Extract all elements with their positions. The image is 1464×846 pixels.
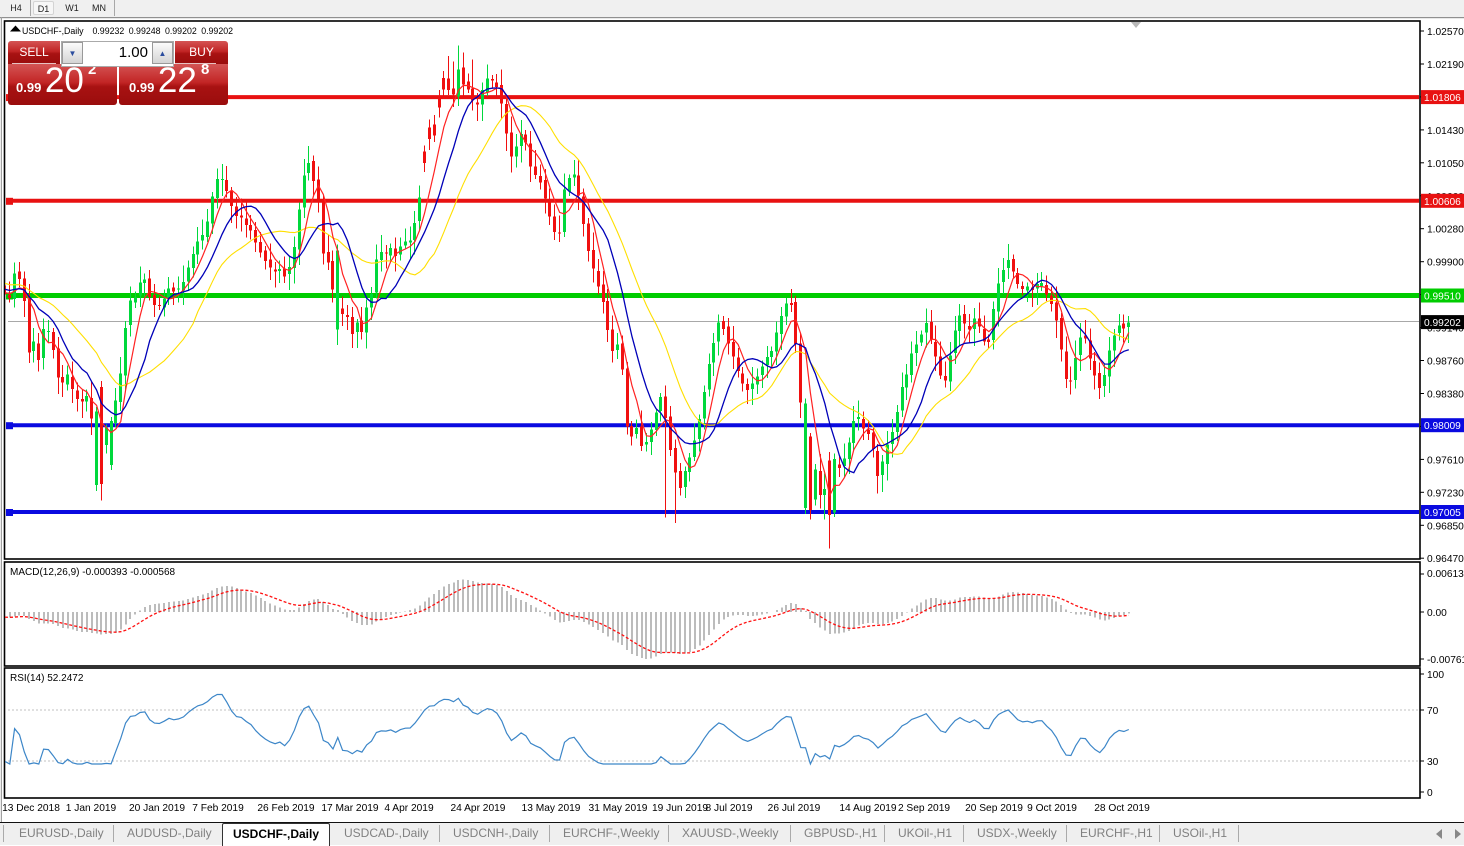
svg-text:31 May 2019: 31 May 2019	[589, 803, 648, 814]
svg-text:2 Sep 2019: 2 Sep 2019	[898, 803, 950, 814]
svg-text:0.98380: 0.98380	[1427, 390, 1464, 401]
svg-text:0.96850: 0.96850	[1427, 521, 1464, 532]
svg-text:100: 100	[1427, 670, 1444, 681]
svg-text:24 Apr 2019: 24 Apr 2019	[451, 803, 506, 814]
svg-text:1.02190: 1.02190	[1427, 60, 1464, 71]
svg-text:8 Jul 2019: 8 Jul 2019	[705, 803, 752, 814]
svg-text:0.97005: 0.97005	[1424, 508, 1461, 519]
svg-text:20 Jan 2019: 20 Jan 2019	[129, 803, 185, 814]
svg-text:1.01050: 1.01050	[1427, 159, 1464, 170]
svg-text:0: 0	[1427, 788, 1433, 799]
svg-text:1.01806: 1.01806	[1424, 93, 1461, 104]
svg-text:19 Jun 2019: 19 Jun 2019	[652, 803, 708, 814]
svg-text:7 Feb 2019: 7 Feb 2019	[192, 803, 244, 814]
svg-text:4 Apr 2019: 4 Apr 2019	[384, 803, 434, 814]
svg-text:70: 70	[1427, 706, 1439, 717]
svg-text:MACD(12,26,9) -0.000393 -0.000: MACD(12,26,9) -0.000393 -0.000568	[10, 567, 176, 578]
svg-text:0.97610: 0.97610	[1427, 455, 1464, 466]
svg-text:14 Aug 2019: 14 Aug 2019	[839, 803, 897, 814]
svg-text:0.00613: 0.00613	[1427, 569, 1464, 580]
svg-text:30: 30	[1427, 757, 1439, 768]
svg-text:0.00: 0.00	[1427, 608, 1447, 619]
svg-text:1.02570: 1.02570	[1427, 27, 1464, 38]
svg-text:0.99510: 0.99510	[1424, 292, 1461, 303]
svg-text:0.99900: 0.99900	[1427, 258, 1464, 269]
svg-text:26 Jul 2019: 26 Jul 2019	[768, 803, 821, 814]
svg-text:USDCHF-,Daily 0.99232 0.99248: USDCHF-,Daily 0.99232 0.99248 0.99202 0.…	[22, 26, 233, 36]
svg-text:0.97230: 0.97230	[1427, 488, 1464, 499]
svg-text:-0.007612: -0.007612	[1427, 655, 1464, 666]
svg-text:17 Mar 2019: 17 Mar 2019	[321, 803, 379, 814]
svg-text:26 Feb 2019: 26 Feb 2019	[257, 803, 315, 814]
svg-text:9 Oct 2019: 9 Oct 2019	[1027, 803, 1077, 814]
svg-text:20 Sep 2019: 20 Sep 2019	[965, 803, 1023, 814]
svg-text:RSI(14) 52.2472: RSI(14) 52.2472	[10, 673, 84, 684]
svg-text:13 May 2019: 13 May 2019	[522, 803, 581, 814]
svg-text:0.96470: 0.96470	[1427, 554, 1464, 565]
svg-text:0.98009: 0.98009	[1424, 421, 1461, 432]
svg-text:0.99202: 0.99202	[1424, 318, 1461, 329]
svg-text:0.98760: 0.98760	[1427, 357, 1464, 368]
svg-text:1.00280: 1.00280	[1427, 225, 1464, 236]
svg-text:28 Oct 2019: 28 Oct 2019	[1094, 803, 1150, 814]
svg-text:1 Jan 2019: 1 Jan 2019	[66, 803, 117, 814]
svg-text:1.00606: 1.00606	[1424, 197, 1461, 208]
svg-text:13 Dec 2018: 13 Dec 2018	[2, 803, 60, 814]
svg-text:1.01430: 1.01430	[1427, 126, 1464, 137]
